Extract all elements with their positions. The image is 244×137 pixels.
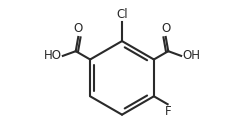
Text: O: O bbox=[74, 22, 83, 35]
Text: F: F bbox=[165, 105, 172, 118]
Text: Cl: Cl bbox=[116, 8, 128, 21]
Text: OH: OH bbox=[182, 49, 200, 62]
Text: HO: HO bbox=[44, 49, 62, 62]
Text: O: O bbox=[161, 22, 170, 35]
